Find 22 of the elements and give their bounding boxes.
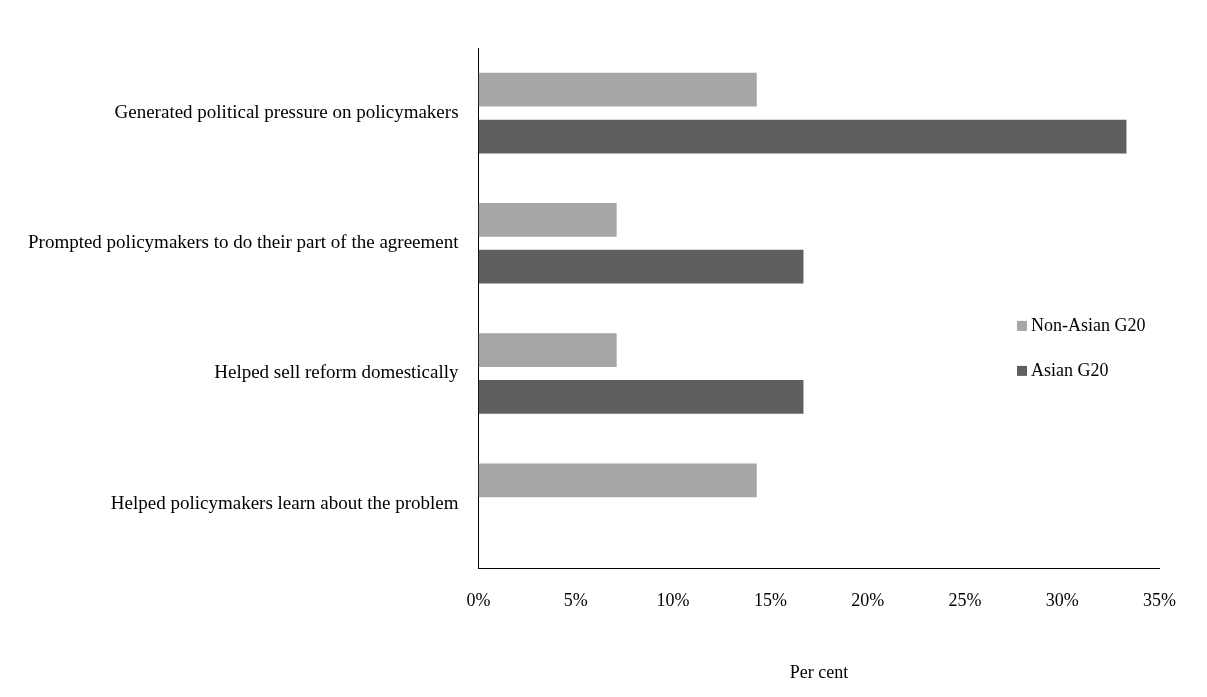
x-tick-label: 20%	[851, 590, 885, 611]
x-tick-label: 35%	[1143, 590, 1176, 611]
x-tick-label: 0%	[466, 590, 491, 611]
legend-label: Asian G20	[1031, 359, 1109, 380]
legend-label: Non-Asian G20	[1031, 314, 1146, 335]
y-tick-label: Helped sell reform domestically	[214, 361, 460, 383]
bar	[478, 72, 757, 107]
bar	[478, 249, 804, 284]
y-tick-label: Generated political pressure on policymakers	[114, 101, 459, 123]
x-axis-title: Per cent	[789, 661, 849, 682]
bar	[478, 333, 617, 367]
x-tick-label: 10%	[656, 590, 690, 611]
y-tick-label: Prompted policymakers to do their part of the agreement	[27, 231, 460, 253]
y-tick-label: Helped policymakers learn about the problem	[110, 491, 459, 513]
bar	[478, 202, 617, 237]
x-tick-label: 30%	[1045, 590, 1079, 611]
bar	[478, 463, 757, 498]
x-tick-label: 25%	[948, 590, 982, 611]
bar	[478, 380, 804, 414]
bar	[478, 119, 1127, 154]
x-tick-label: 15%	[753, 590, 787, 611]
x-tick-label: 5%	[563, 590, 588, 611]
